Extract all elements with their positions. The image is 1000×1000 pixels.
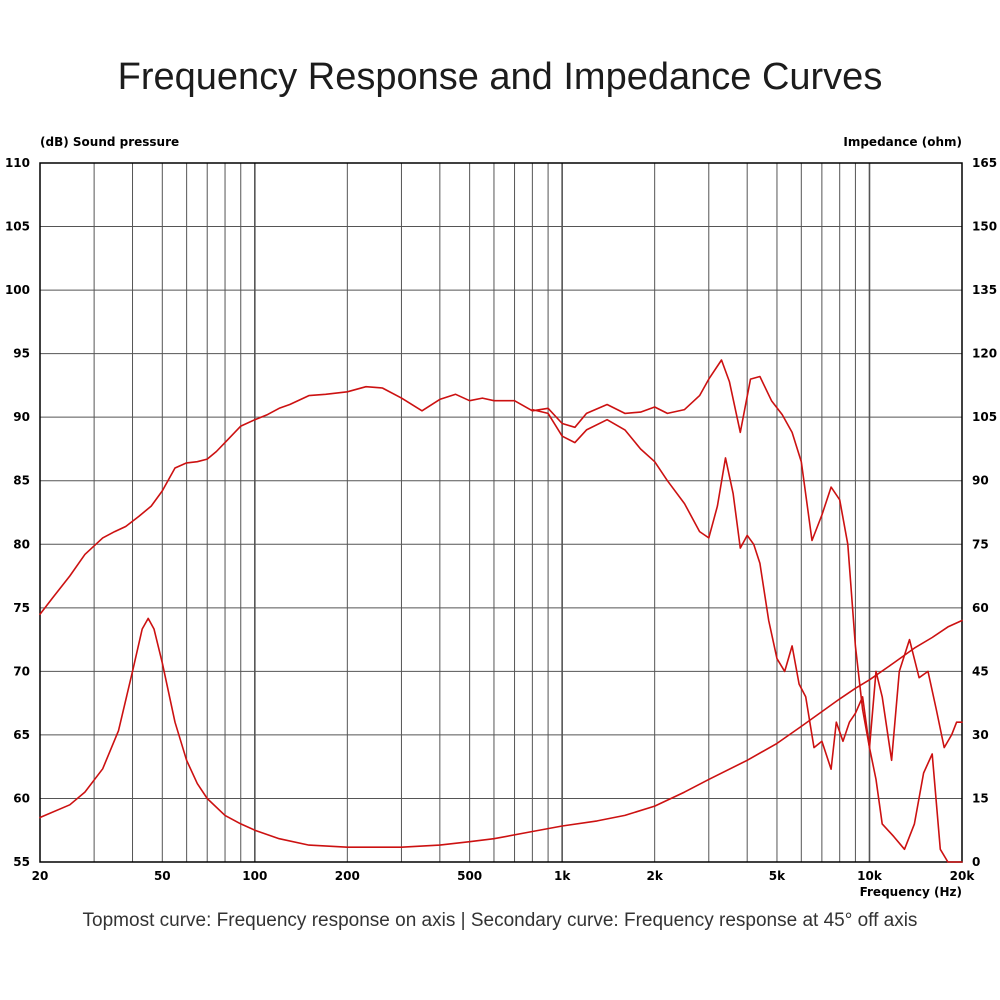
y-tick-right: 75 [972, 537, 989, 551]
x-tick: 100 [242, 869, 267, 883]
chart-caption: Topmost curve: Frequency response on axi… [82, 910, 918, 931]
y-axis-label-right: Impedance (ohm) [843, 135, 962, 149]
y-axis-label-left: (dB) Sound pressure [40, 135, 179, 149]
y-tick-right: 15 [972, 791, 989, 805]
y-tick-left: 95 [13, 347, 30, 361]
chart-title: Frequency Response and Impedance Curves [117, 56, 883, 98]
y-tick-right: 60 [972, 601, 989, 615]
y-tick-left: 90 [13, 410, 30, 424]
y-tick-left: 60 [13, 791, 30, 805]
y-tick-right: 150 [972, 220, 997, 234]
plot-frame [39, 162, 963, 863]
frequency-impedance-chart: 1101051009590858075706560551651501351201… [5, 135, 997, 899]
grid [40, 163, 962, 862]
y-tick-left: 105 [5, 220, 30, 234]
y-tick-right: 135 [972, 283, 997, 297]
y-tick-right: 120 [972, 347, 997, 361]
y-tick-left: 80 [13, 537, 30, 551]
x-tick: 1k [554, 869, 571, 883]
y-tick-left: 65 [13, 728, 30, 742]
y-tick-left: 100 [5, 283, 30, 297]
x-axis-label: Frequency (Hz) [860, 885, 962, 899]
series-on-axis-response [39, 359, 963, 863]
y-tick-right: 90 [972, 474, 989, 488]
series-45deg-off-axis-response [531, 408, 963, 771]
x-tick: 10k [857, 869, 883, 883]
plot-border [39, 162, 963, 863]
y-tick-right: 165 [972, 156, 997, 170]
y-tick-right: 45 [972, 664, 989, 678]
y-tick-right: 30 [972, 728, 989, 742]
x-tick: 500 [457, 869, 482, 883]
tick-labels: 1101051009590858075706560551651501351201… [5, 156, 997, 883]
y-tick-right: 105 [972, 410, 997, 424]
x-tick: 5k [769, 869, 786, 883]
x-tick: 20k [950, 869, 976, 883]
y-tick-left: 55 [13, 855, 30, 869]
y-tick-left: 75 [13, 601, 30, 615]
series-impedance [39, 617, 963, 849]
curves [39, 359, 963, 863]
x-tick: 2k [646, 869, 663, 883]
x-tick: 20 [32, 869, 49, 883]
x-tick: 50 [154, 869, 171, 883]
y-tick-right: 0 [972, 855, 980, 869]
x-tick: 200 [335, 869, 360, 883]
y-tick-left: 110 [5, 156, 30, 170]
y-tick-left: 70 [13, 664, 30, 678]
y-tick-left: 85 [13, 474, 30, 488]
